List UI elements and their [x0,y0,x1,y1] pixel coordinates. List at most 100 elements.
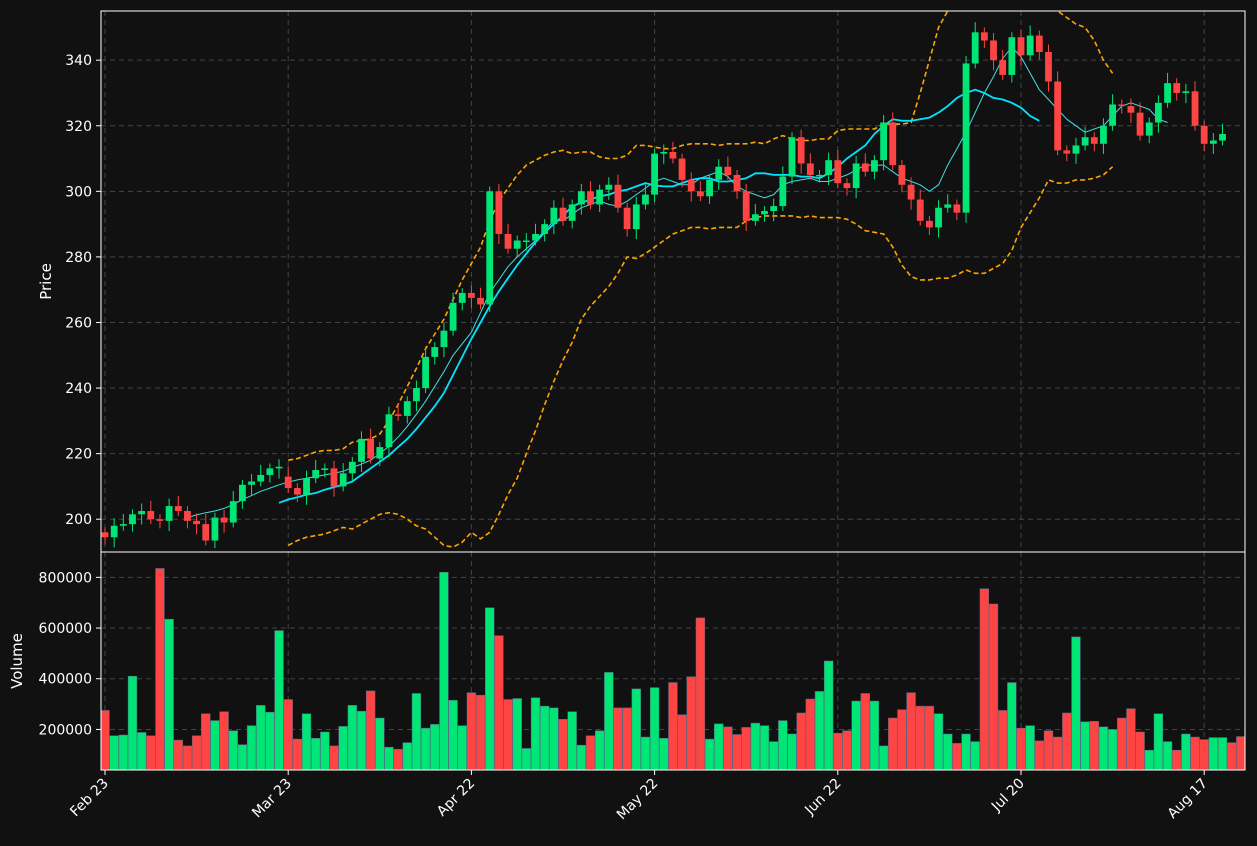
candle-body [376,447,384,459]
candle-body [587,191,594,205]
candle-body [568,204,576,221]
candle-body [825,160,833,175]
volume-bar [109,735,119,770]
candle-body [559,207,567,221]
candle-body [1127,106,1135,113]
candle-body [962,63,970,213]
candle-body [816,174,823,177]
price-tick-label: 240 [65,381,92,397]
volume-bar [823,660,834,770]
volume-bar [759,725,770,770]
candle-body [1054,81,1062,151]
candle-body [1090,137,1098,144]
candle-body [779,176,787,207]
volume-bar [530,697,541,770]
volume-bar [1162,741,1173,770]
candle-body [806,163,814,175]
candle-body [156,519,164,521]
candle-body [486,191,494,305]
volume-bar [173,739,183,770]
volume-bar [878,745,889,770]
volume-bar [1135,731,1145,770]
volume-bar [1199,739,1209,770]
candle-body [1045,51,1052,82]
volume-bar [594,730,605,770]
candle-body [889,122,897,166]
candle-body [284,476,292,489]
candle-body [229,501,237,523]
candle-body [312,470,320,479]
volume-bar [338,726,348,770]
candle-body [742,191,750,221]
candle-body [907,184,915,200]
price-tick-label: 320 [65,119,92,135]
volume-bar [237,744,248,770]
panel-frames [100,10,1246,771]
volume-bar [769,741,779,770]
volume-bar [311,738,321,770]
candle-body [138,511,146,515]
volume-bar [869,700,880,770]
candle-body [1063,150,1071,154]
candle-body [944,204,952,208]
bollinger-lower-line [287,166,1114,548]
candle-body [861,163,869,172]
volume-bar [998,710,1008,770]
candle-body [596,189,604,205]
volume-bar [283,699,293,770]
candle-body [669,151,677,159]
volume-bar [778,720,788,770]
candle-body [202,524,210,541]
volume-bar [723,726,733,770]
volume-bar [356,710,367,770]
candle-body [770,206,778,212]
candle-body [880,122,887,161]
volume-tick-label: 600000 [39,621,92,637]
candle-body [422,356,429,389]
volume-bar [292,738,303,770]
candle-body [1026,35,1034,56]
candle-body [413,388,420,402]
candle-body [678,158,686,180]
volume-bar [888,717,898,770]
price-tick-label: 220 [65,447,92,463]
volume-bar [466,692,477,770]
volume-bar [704,738,715,770]
volume-bar [970,741,980,770]
candle-body [1155,102,1162,123]
candle-body [1136,112,1144,136]
volume-bar [1227,742,1237,770]
candle-body [257,474,265,482]
volume-axis-label: Volume [8,633,26,689]
candle-body [1191,91,1199,126]
candle-body [385,414,393,448]
volume-bar [136,732,147,770]
volume-bar [943,733,953,770]
volume-bar [384,746,394,770]
candle-body [1035,35,1043,52]
price-tick-label: 340 [65,53,92,69]
candle-body [468,292,475,298]
volume-bar [933,713,944,770]
volume-bar [485,607,495,770]
volume-bar [411,693,422,770]
candle-body [330,468,338,487]
volume-bar [1007,682,1017,770]
candle-body [239,484,246,502]
candle-body [614,184,622,208]
candle-body [751,214,759,221]
candle-body [367,438,375,459]
volume-bar [191,735,202,770]
candle-body [697,191,704,197]
volume-bar [430,724,440,770]
volume-bar [915,705,925,770]
candle-body [605,184,613,190]
price-tick-label: 260 [65,315,92,331]
volume-bar [714,723,724,770]
volume-bar [622,707,632,770]
volume-bar [1107,729,1118,770]
candle-body [577,191,585,205]
price-grid [101,11,1245,552]
